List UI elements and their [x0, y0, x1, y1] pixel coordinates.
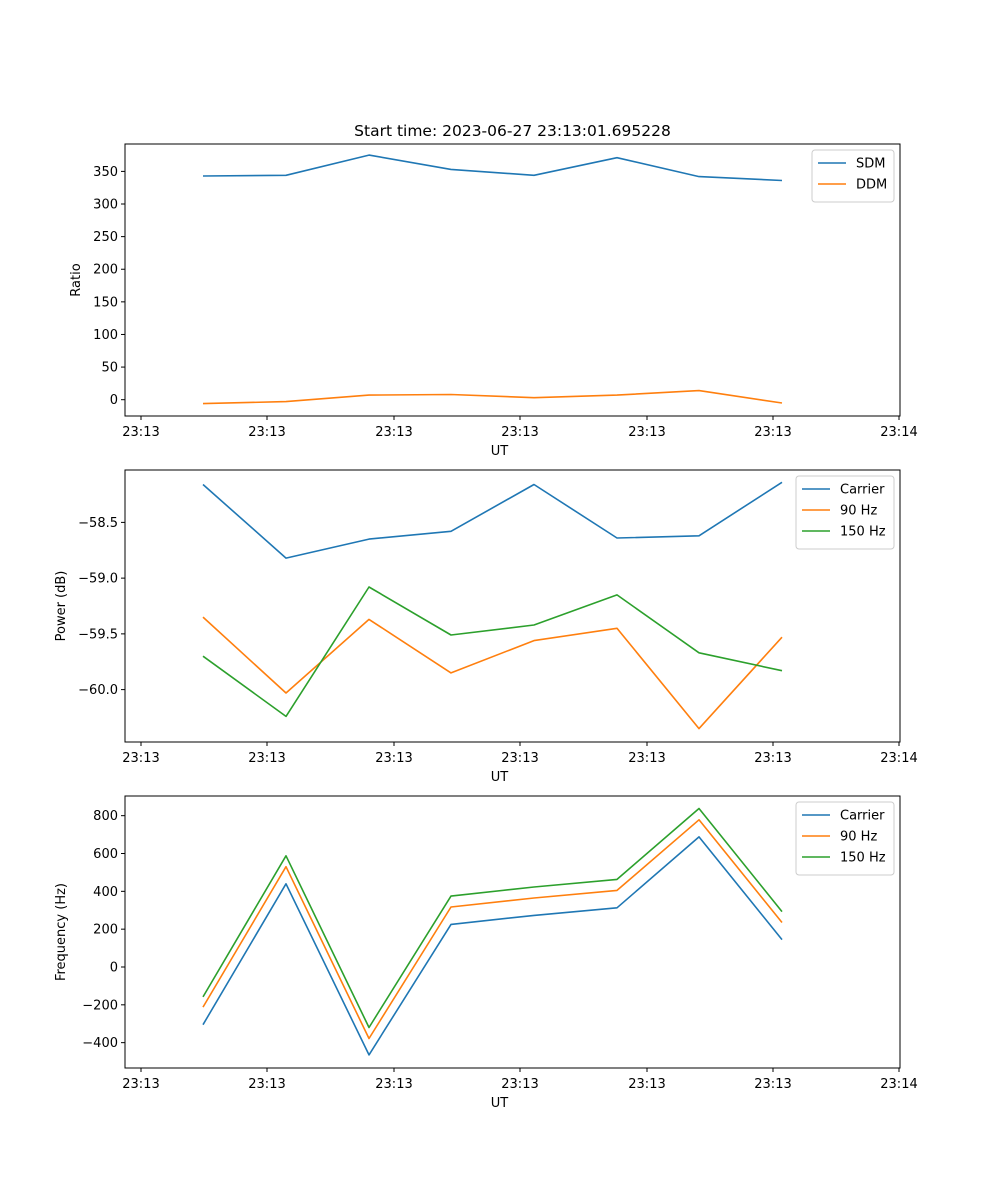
y-tick-label: −59.5 [78, 627, 118, 642]
series-line-ddm [202, 389, 783, 405]
legend-label: DDM [856, 178, 887, 193]
x-tick-label: 23:13 [501, 751, 538, 766]
y-axis-label: Power (dB) [54, 571, 69, 642]
series-line-150-hz [202, 586, 783, 718]
y-tick-label: −58.5 [78, 516, 118, 531]
axes-frame [124, 795, 901, 1069]
chart-title: Start time: 2023-06-27 23:13:01.695228 [354, 122, 671, 140]
x-tick-label: 23:13 [628, 1077, 665, 1092]
y-axis-label: Frequency (Hz) [54, 883, 69, 981]
legend-label: SDM [856, 157, 885, 172]
x-axis-label: UT [491, 1096, 509, 1111]
series-line-carrier [202, 481, 783, 559]
panel-1: Start time: 2023-06-27 23:13:01.695228 23… [69, 122, 918, 459]
x-axis-label: UT [491, 770, 509, 785]
x-tick-label: 23:13 [248, 425, 285, 440]
x-tick-label: 23:13 [375, 1077, 412, 1092]
y-tick-label: 800 [93, 809, 118, 824]
y-tick-label: −60.0 [78, 683, 118, 698]
axes-frame [124, 469, 901, 743]
x-tick-label: 23:13 [375, 425, 412, 440]
panel-2: 23:13 23:13 23:13 23:13 23:13 23:13 23:14 UT −58… [54, 469, 918, 785]
series-line-sdm [202, 154, 783, 182]
series-line-150-hz [202, 807, 783, 1029]
series-line-90-hz [202, 818, 783, 1040]
legend-label: 150 Hz [840, 851, 886, 866]
x-tick-label: 23:14 [880, 1077, 917, 1092]
legend-label: 90 Hz [840, 830, 877, 845]
x-tick-label: 23:13 [501, 1077, 538, 1092]
x-tick-label: 23:13 [248, 1077, 285, 1092]
y-tick-label: 50 [101, 361, 118, 376]
y-tick-label: 0 [110, 960, 118, 975]
x-tick-label: 23:13 [754, 1077, 791, 1092]
x-tick-label: 23:13 [248, 751, 285, 766]
y-axis-label: Ratio [69, 263, 84, 296]
x-tick-label: 23:13 [122, 1077, 159, 1092]
legend-label: 90 Hz [840, 504, 877, 519]
y-tick-label: 400 [93, 885, 118, 900]
y-tick-label: 200 [93, 923, 118, 938]
legend-label: 150 Hz [840, 525, 886, 540]
legend-label: Carrier [840, 809, 885, 824]
x-axis-label: UT [491, 444, 509, 459]
legend-label: Carrier [840, 483, 885, 498]
x-tick-label: 23:13 [754, 751, 791, 766]
x-tick-label: 23:13 [628, 751, 665, 766]
y-tick-label: −400 [82, 1036, 118, 1051]
y-tick-label: 0 [110, 393, 118, 408]
y-tick-label: 250 [93, 230, 118, 245]
axes-frame [124, 143, 901, 417]
x-tick-label: 23:13 [375, 751, 412, 766]
y-tick-label: 350 [93, 165, 118, 180]
series-line-carrier [202, 836, 783, 1056]
series-line-90-hz [202, 616, 783, 730]
y-tick-label: 200 [93, 263, 118, 278]
x-tick-label: 23:13 [122, 751, 159, 766]
x-tick-label: 23:13 [501, 425, 538, 440]
x-tick-label: 23:13 [628, 425, 665, 440]
x-tick-label: 23:13 [754, 425, 791, 440]
x-tick-label: 23:14 [880, 425, 917, 440]
x-tick-label: 23:14 [880, 751, 917, 766]
y-tick-label: 150 [93, 295, 118, 310]
x-tick-label: 23:13 [122, 425, 159, 440]
y-tick-label: 600 [93, 847, 118, 862]
y-tick-label: −59.0 [78, 572, 118, 587]
panel-3: 23:13 23:13 23:13 23:13 23:13 23:13 23:14 UT 800… [54, 795, 918, 1111]
y-tick-label: 300 [93, 198, 118, 213]
y-tick-label: 100 [93, 328, 118, 343]
y-tick-label: −200 [82, 998, 118, 1013]
